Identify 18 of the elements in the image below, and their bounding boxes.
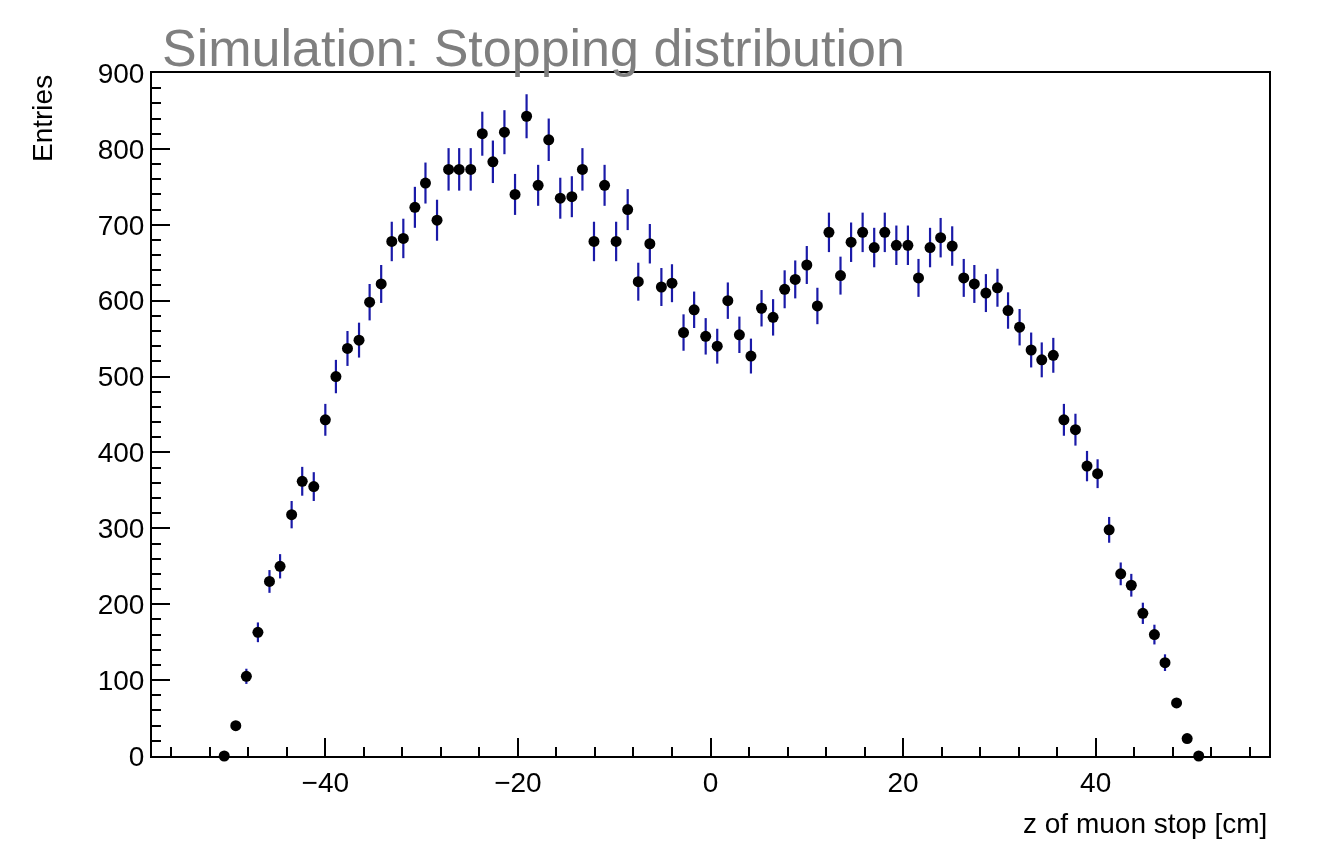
- y-tick-label: 900: [97, 57, 145, 89]
- y-tick-label: 100: [97, 664, 145, 696]
- y-tick-label: 600: [97, 285, 145, 317]
- x-tick-label: 20: [887, 766, 919, 798]
- y-tick-label: 800: [97, 133, 145, 165]
- y-tick-label: 200: [97, 589, 145, 621]
- y-tick-label: 0: [128, 740, 145, 772]
- chart-title: Simulation: Stopping distribution: [162, 19, 905, 77]
- y-tick-label: 400: [97, 437, 145, 469]
- x-tick-label: 40: [1080, 766, 1112, 798]
- y-tick-label: 700: [97, 209, 145, 241]
- y-tick-label: 300: [97, 513, 145, 545]
- x-tick-label: −40: [301, 766, 350, 798]
- y-tick-label: 500: [97, 361, 145, 393]
- x-tick-label: −20: [494, 766, 542, 798]
- x-axis-title: z of muon stop [cm]: [1023, 808, 1268, 839]
- x-tick-label: 0: [702, 766, 719, 798]
- y-axis-title: Entries: [27, 74, 58, 162]
